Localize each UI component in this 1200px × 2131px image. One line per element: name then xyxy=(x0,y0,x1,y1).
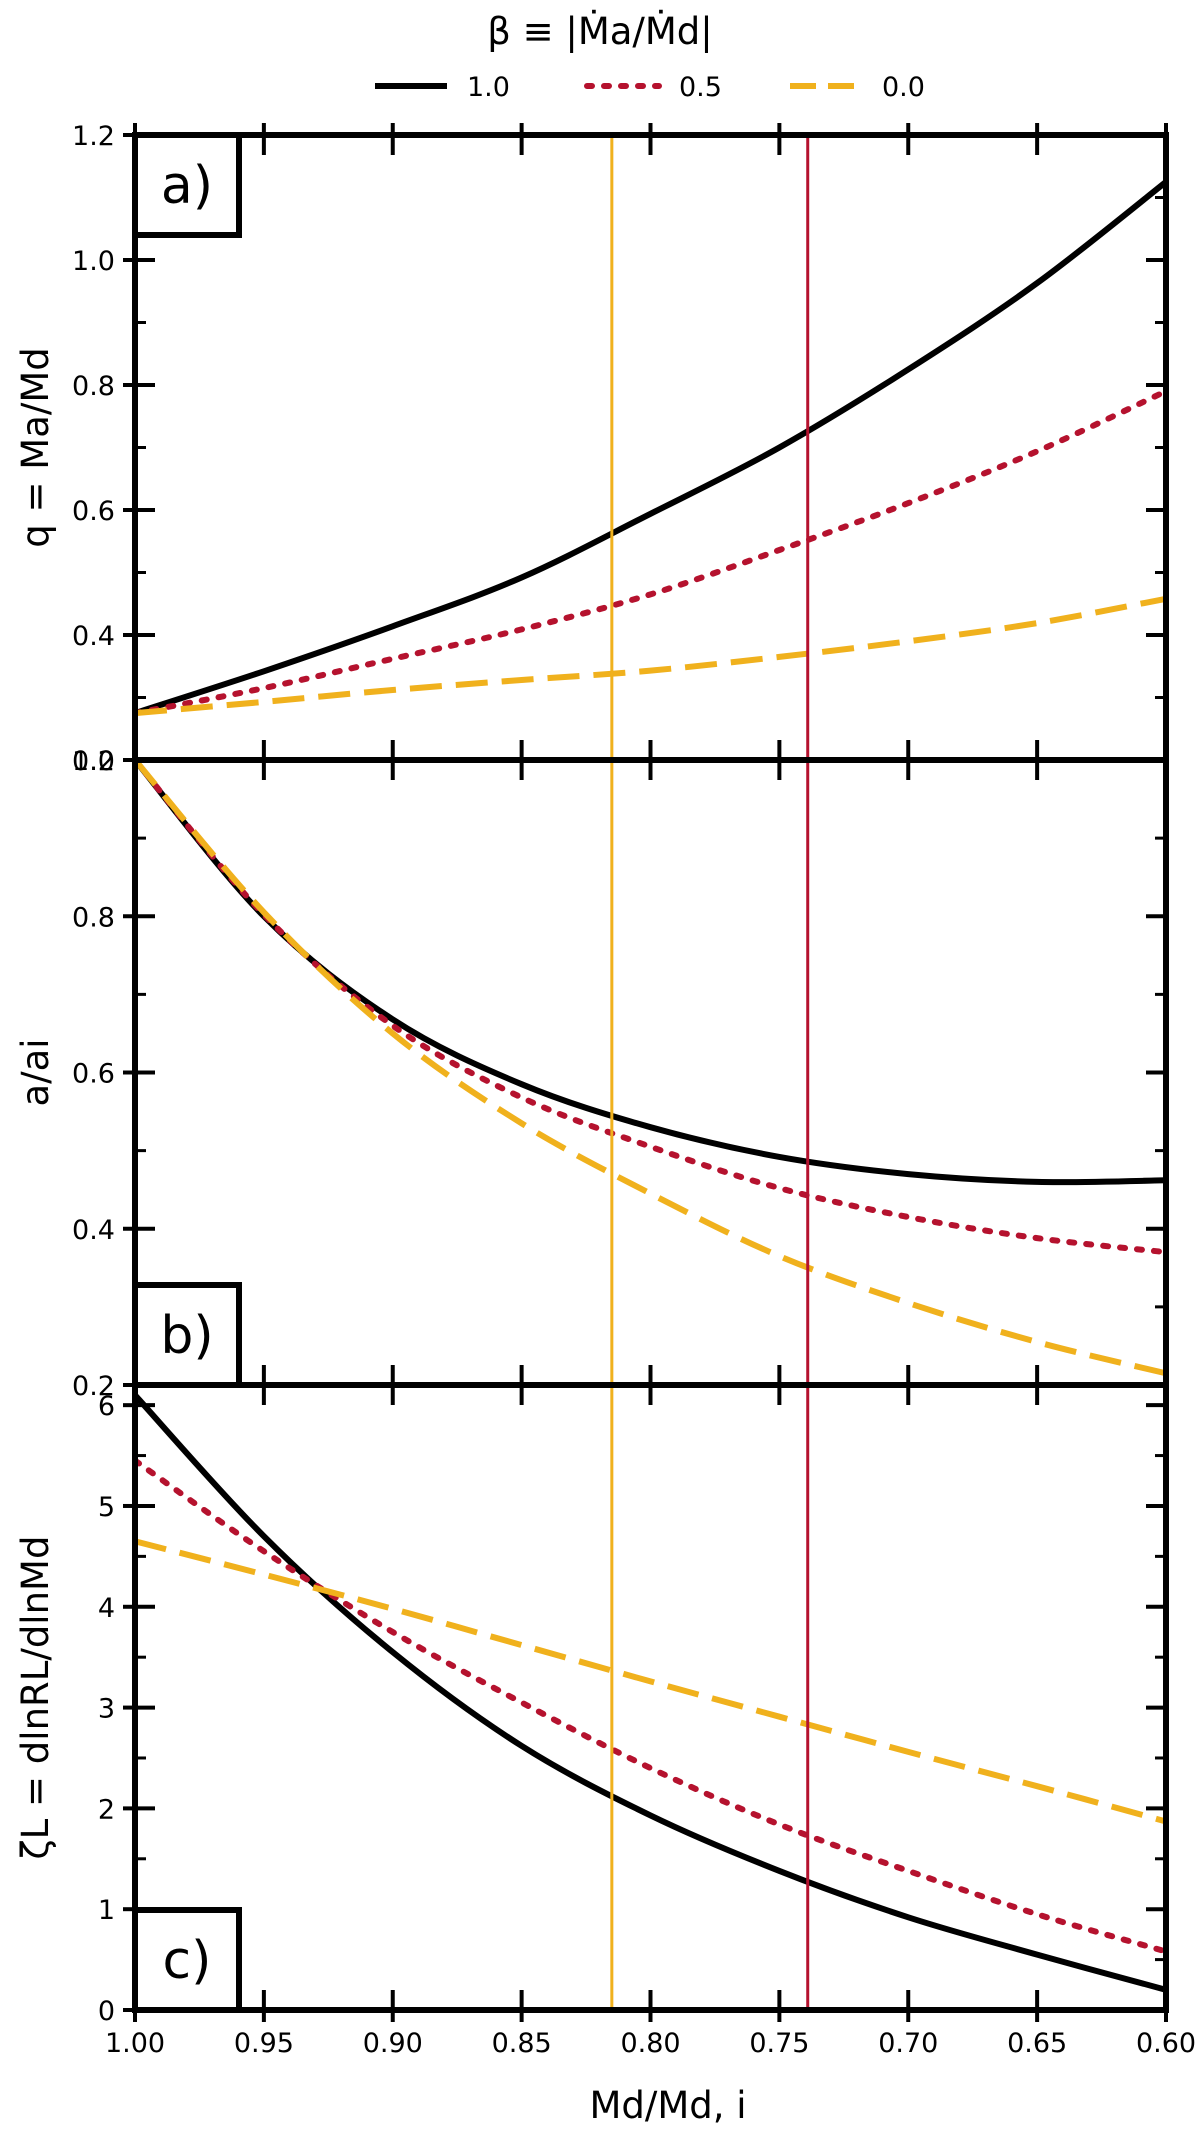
y-tick-label: 0.8 xyxy=(72,902,115,933)
x-tick-label: 0.65 xyxy=(1007,2028,1067,2059)
panel-axes: 0.2 0.4 0.6 0.8 1.0 1.2 q = Ma/Md a) xyxy=(14,121,1169,777)
panel-label: c) xyxy=(132,1907,242,2013)
legend-entry: 0.5 xyxy=(584,72,722,103)
y-axis-label: ζL = dlnRL/dlnMd xyxy=(14,1536,57,1860)
series-line-beta-0.5 xyxy=(135,1457,1166,1955)
x-axis-label: Md/Md, i xyxy=(589,2084,746,2127)
y-tick-label: 0.2 xyxy=(72,1371,115,1402)
series-line-beta-1.0 xyxy=(135,1393,1166,1993)
y-tick-label: 1.0 xyxy=(72,746,115,777)
x-tick-label: 0.70 xyxy=(878,2028,938,2059)
panel-frame xyxy=(132,132,1169,763)
panel-axes: 0 1 2 3 4 5 6 ζL = dlnRL/dlnMd c) xyxy=(14,1382,1169,2027)
legend-label: 1.0 xyxy=(467,72,510,103)
y-tick-label: 2 xyxy=(98,1794,115,1825)
y-tick-label: 3 xyxy=(98,1694,115,1725)
y-tick-label: 0.6 xyxy=(72,496,115,527)
svg-text:b): b) xyxy=(160,1306,213,1366)
legend-label: 0.0 xyxy=(882,72,925,103)
legend-entry: 0.0 xyxy=(790,72,925,103)
series-line-beta-0.0 xyxy=(135,760,1166,1377)
panel-frame xyxy=(132,1382,1169,2013)
series-line-beta-0.5 xyxy=(135,760,1166,1256)
x-tick-label: 0.90 xyxy=(363,2028,423,2059)
y-tick-label: 0.6 xyxy=(72,1059,115,1090)
series-line-beta-0.5 xyxy=(135,388,1166,717)
x-tick-label: 0.80 xyxy=(620,2028,680,2059)
y-tick-label: 0.4 xyxy=(72,1215,115,1246)
series-line-beta-1.0 xyxy=(135,760,1166,1186)
panel-b xyxy=(135,760,1166,1377)
x-tick-label: 0.95 xyxy=(234,2028,294,2059)
x-tick-label: 0.60 xyxy=(1136,2028,1196,2059)
panel-frame xyxy=(132,757,1169,1388)
legend-title: β ≡ |Ṁa/Ṁd| xyxy=(487,10,713,53)
svg-text:a): a) xyxy=(161,156,213,216)
y-tick-label: 1 xyxy=(98,1895,115,1926)
series-line-beta-0.0 xyxy=(135,595,1166,717)
y-tick-label: 0.2 xyxy=(72,746,115,777)
y-tick-label: 0.4 xyxy=(72,621,115,652)
y-axis-label: q = Ma/Md xyxy=(14,347,57,547)
panel-c xyxy=(135,1393,1166,1993)
x-axis: Md/Md, i 1.00 0.95 0.90 0.85 0.80 0.75 0.70 0.6… xyxy=(105,2028,1196,2127)
panel-axes: 0.2 0.4 0.6 0.8 1.0 a/ai b) xyxy=(14,746,1169,1402)
series-line-beta-1.0 xyxy=(135,179,1166,716)
y-tick-label: 6 xyxy=(98,1391,115,1422)
legend-entry: 1.0 xyxy=(375,72,510,103)
x-tick-label: 0.75 xyxy=(749,2028,809,2059)
y-tick-label: 1.0 xyxy=(72,246,115,277)
reference-lines xyxy=(610,135,810,2010)
y-tick-label: 5 xyxy=(98,1492,115,1523)
panel-label: a) xyxy=(132,132,242,238)
x-tick-label: 0.85 xyxy=(492,2028,552,2059)
svg-text:c): c) xyxy=(163,1931,212,1991)
y-tick-label: 4 xyxy=(98,1593,115,1624)
y-tick-label: 0 xyxy=(98,1996,115,2027)
panel-a xyxy=(135,179,1166,717)
x-tick-label: 1.00 xyxy=(105,2028,165,2059)
legend-label: 0.5 xyxy=(679,72,722,103)
legend: β ≡ |Ṁa/Ṁd| 1.0 0.5 0.0 xyxy=(375,10,925,103)
y-tick-label: 0.8 xyxy=(72,371,115,402)
panel-label: b) xyxy=(132,1282,242,1388)
series-line-beta-0.0 xyxy=(135,1538,1166,1825)
y-axis-label: a/ai xyxy=(14,1038,57,1106)
y-tick-label: 1.2 xyxy=(72,121,115,152)
